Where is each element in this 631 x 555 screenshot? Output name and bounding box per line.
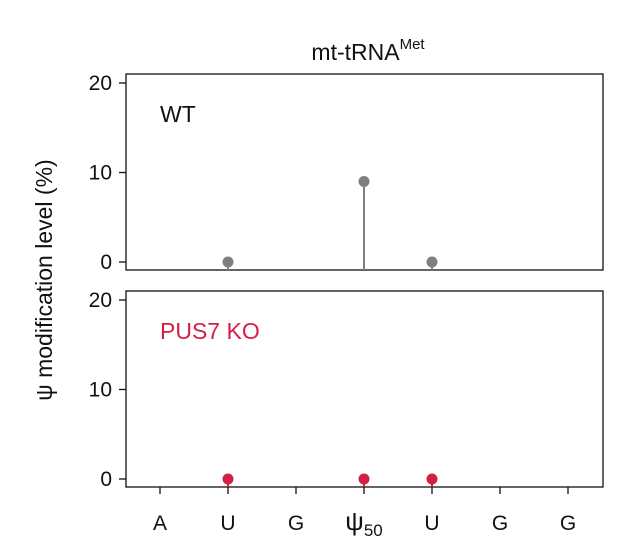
x-tick-label: A xyxy=(153,512,167,535)
y-tick-label: 10 xyxy=(89,162,112,185)
data-point xyxy=(426,473,438,485)
panel-label: PUS7 KO xyxy=(160,318,260,344)
x-tick-label: G xyxy=(492,512,508,535)
x-tick-label: ψ50 xyxy=(345,506,382,540)
y-axis-title: ψ modification level (%) xyxy=(31,159,57,400)
y-tick-label: 20 xyxy=(89,289,112,312)
data-point xyxy=(358,175,370,187)
data-point xyxy=(222,473,234,485)
x-tick-label: G xyxy=(560,512,576,535)
data-point xyxy=(426,256,438,268)
panel-1: 0 10 20 PUS7 KO xyxy=(89,289,604,491)
y-tick-label: 20 xyxy=(89,72,112,95)
data-point xyxy=(358,473,370,485)
y-tick-label: 10 xyxy=(89,379,112,402)
panel-0: 0 10 20 WT xyxy=(89,72,604,274)
y-tick-label: 0 xyxy=(100,468,112,491)
x-tick-label: G xyxy=(288,512,304,535)
data-point xyxy=(222,256,234,268)
panel-label: WT xyxy=(160,101,196,127)
chart-title-superscript: Met xyxy=(400,36,426,53)
y-tick-label: 0 xyxy=(100,251,112,274)
chart-title-main: mt-tRNA xyxy=(311,39,400,65)
x-tick-label: U xyxy=(424,512,439,535)
x-tick-label: U xyxy=(220,512,235,535)
chart-title: mt-tRNAMet xyxy=(311,36,425,65)
